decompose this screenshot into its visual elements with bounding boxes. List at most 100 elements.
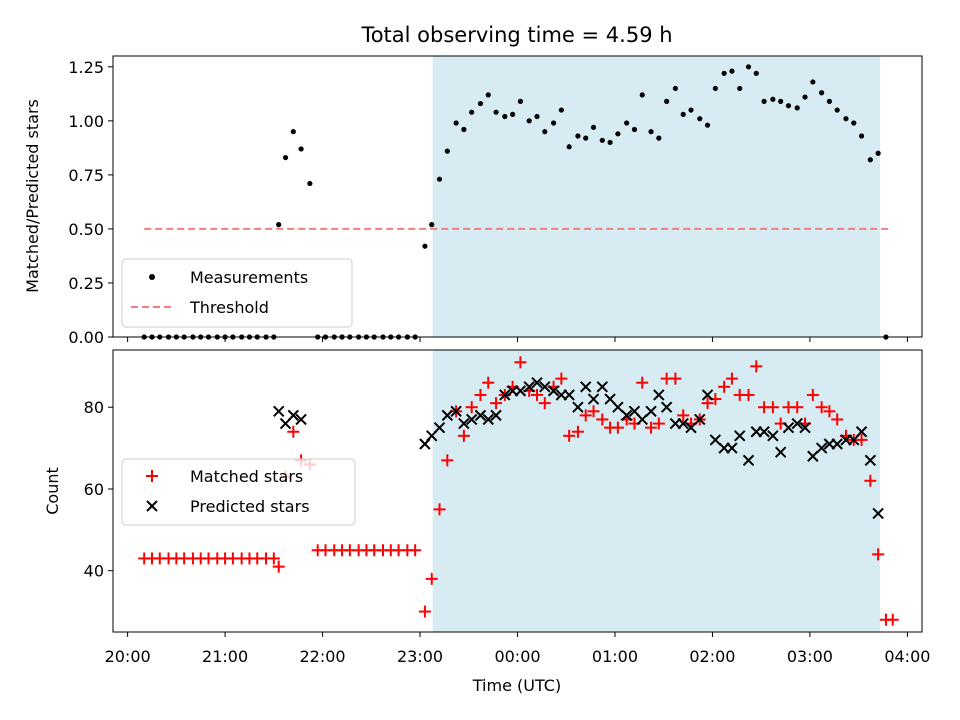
- measurement-point: [477, 100, 484, 107]
- bottom-x-tick-label: 02:00: [689, 647, 735, 666]
- measurement-point: [729, 68, 735, 74]
- predicted-star-point: [694, 413, 706, 426]
- matched-star-point: [886, 613, 899, 626]
- bottom-y-axis-ticks: 40 60 80: [84, 398, 113, 581]
- top-y-tick-label: 0.00: [68, 328, 104, 347]
- measurement-point: [453, 120, 459, 126]
- top-y-tick-label: 0.75: [68, 166, 104, 185]
- top-legend-box: [121, 258, 353, 328]
- matched-star-point: [791, 401, 804, 414]
- predicted-star-point: [295, 413, 307, 426]
- measurement-point: [794, 105, 800, 111]
- predicted-star-point: [636, 413, 648, 426]
- measurement-point: [761, 98, 767, 104]
- matched-star-point: [718, 380, 731, 393]
- predicted-star-point: [815, 442, 828, 454]
- measurement-point: [526, 118, 532, 124]
- predicted-star-point: [653, 389, 665, 401]
- predicted-star-point: [791, 417, 803, 430]
- predicted-star-point: [514, 385, 527, 397]
- top-y-tick-label: 0.50: [68, 220, 104, 239]
- measurement-point: [697, 116, 703, 122]
- measurement-point: [826, 98, 833, 104]
- top-y-axis-ticks: 0.00 0.25 0.50 0.75 1.00 1.25: [68, 58, 113, 347]
- top-y-tick-label: 1.25: [68, 58, 104, 77]
- predicted-star-point: [596, 381, 609, 393]
- predicted-star-point: [547, 385, 560, 397]
- predicted-star-point: [660, 401, 673, 413]
- legend-predicted-marker: [146, 500, 158, 512]
- matched-star-point: [571, 425, 584, 438]
- predicted-star-point: [734, 430, 746, 442]
- predicted-star-point: [774, 446, 787, 458]
- measurement-point: [282, 154, 289, 161]
- measurement-point: [745, 64, 752, 70]
- matched-star-point: [433, 503, 446, 516]
- predicted-star-point: [799, 421, 811, 434]
- bottom-plot-frame: [112, 349, 923, 633]
- measurement-point: [712, 85, 718, 92]
- measurement-point: [810, 79, 816, 85]
- top-y-axis-label: Matched/Predicted stars: [23, 99, 42, 293]
- measurement-point: [307, 180, 313, 187]
- measurement-point: [819, 90, 825, 96]
- measurement-point: [534, 113, 540, 120]
- measurement-point: [558, 107, 564, 113]
- measurement-point: [461, 126, 467, 133]
- matched-star-point: [409, 544, 422, 557]
- measurement-point: [485, 92, 491, 98]
- measurement-point: [778, 98, 784, 104]
- measurement-point: [583, 135, 589, 141]
- measurement-point: [648, 129, 654, 135]
- matched-star-point: [652, 417, 665, 430]
- predicted-star-point: [685, 421, 697, 434]
- measurement-point: [737, 85, 743, 92]
- measurement-point: [770, 96, 776, 102]
- bottom-y-tick-label: 40: [84, 562, 104, 581]
- legend-matched-marker: [146, 470, 158, 482]
- predicted-star-point: [872, 507, 884, 520]
- bottom-legend-box: [121, 458, 356, 526]
- matched-star-point: [806, 388, 819, 401]
- matched-star-point: [596, 413, 609, 426]
- matched-star-point: [579, 409, 592, 422]
- legend-measurements-marker: [149, 274, 155, 280]
- matched-star-point: [457, 429, 470, 442]
- matched-star-point: [750, 360, 763, 373]
- predicted-star-point: [677, 417, 689, 430]
- predicted-star-point: [612, 401, 624, 413]
- bottom-x-tick-label: 20:00: [105, 647, 151, 666]
- bottom-x-tick-label: 21:00: [202, 647, 248, 666]
- matched-star-point: [482, 376, 495, 389]
- measurement-point: [680, 111, 686, 117]
- chart-title: Total observing time = 4.59 h: [360, 23, 672, 47]
- measurement-point: [436, 176, 443, 182]
- matched-star-point: [474, 388, 487, 401]
- matched-star-point: [872, 548, 885, 561]
- predicted-star-point: [450, 405, 462, 418]
- top-observing-window-shade: [432, 56, 881, 337]
- matched-star-point: [490, 397, 503, 410]
- bottom-x-tick-label: 00:00: [494, 647, 540, 666]
- legend-predicted-label: Predicted stars: [190, 497, 310, 516]
- measurement-point: [639, 92, 645, 98]
- measurement-point: [615, 131, 621, 137]
- predicted-star-point: [523, 381, 535, 393]
- matched-star-point: [555, 372, 568, 385]
- matched-star-point: [864, 474, 877, 487]
- bottom-y-tick-label: 60: [84, 480, 104, 499]
- predicted-star-point: [272, 405, 285, 418]
- matched-star-point: [425, 572, 438, 585]
- bottom-x-tick-label: 01:00: [592, 647, 638, 666]
- measurement-point: [444, 148, 450, 154]
- legend-matched-label: Matched stars: [190, 467, 303, 486]
- measurement-point: [664, 98, 670, 104]
- predicted-star-point: [563, 389, 575, 401]
- predicted-star-point: [587, 393, 600, 405]
- predicted-star-point: [742, 454, 755, 467]
- predicted-star-point: [701, 389, 714, 401]
- measurement-point: [631, 126, 638, 133]
- matched-star-point: [855, 433, 868, 446]
- measurement-point: [688, 107, 694, 113]
- measurement-point: [566, 144, 572, 150]
